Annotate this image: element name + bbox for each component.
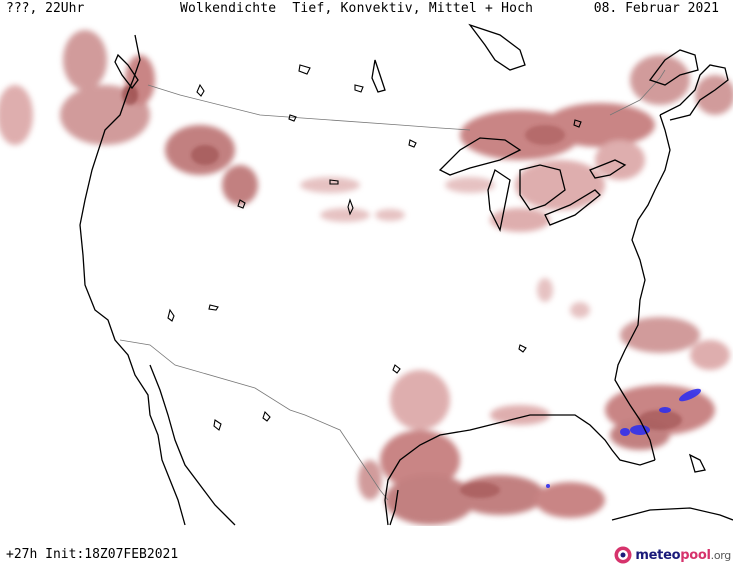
- cloud-density-layer: [0, 30, 733, 525]
- lead-init-label: +27h Init:18Z07FEB2021: [6, 547, 179, 562]
- weather-map: [0, 20, 733, 526]
- convective-cells: [546, 388, 702, 488]
- lake-outlines: [167, 64, 582, 431]
- brand-text-part2: pool: [680, 547, 711, 563]
- date-label: 08. Februar 2021: [593, 1, 719, 16]
- border-lines: [119, 69, 666, 501]
- coastlines: [79, 23, 733, 526]
- brand-logo[interactable]: meteopool.org: [614, 544, 731, 566]
- brand-text: meteopool.org: [635, 548, 731, 563]
- brand-text-part1: meteo: [635, 547, 681, 563]
- brand-text-part3: .org: [710, 548, 732, 562]
- meteopool-logo-icon: [614, 546, 632, 564]
- time-label: ???, 22Uhr: [6, 1, 85, 16]
- map-title: Wolkendichte Tief, Konvektiv, Mittel + H…: [180, 1, 534, 16]
